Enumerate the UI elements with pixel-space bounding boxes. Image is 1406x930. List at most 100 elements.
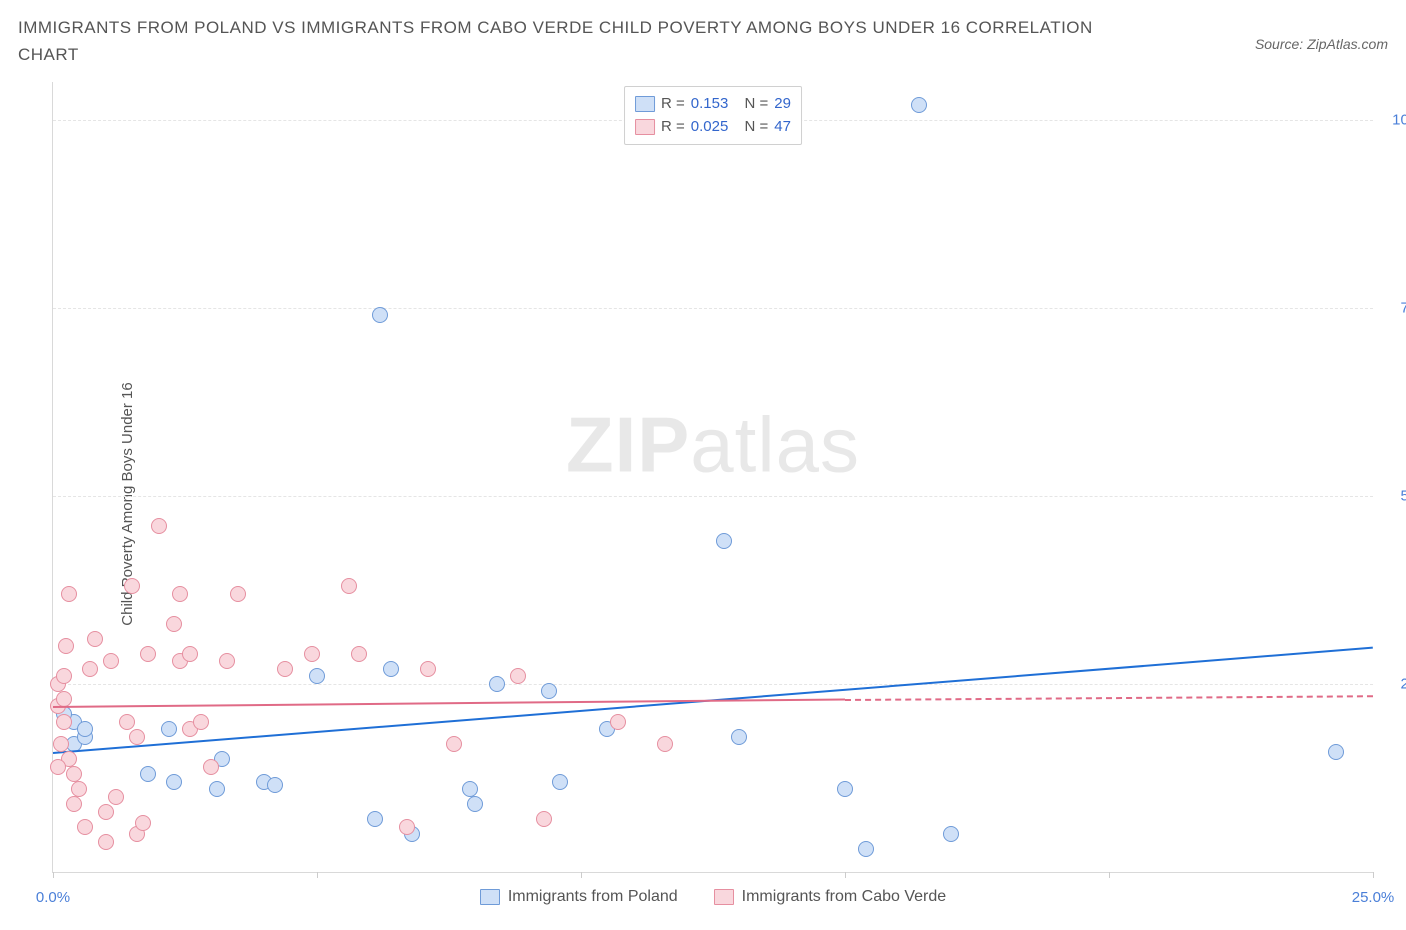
data-point-caboverde bbox=[98, 834, 114, 850]
legend-n-value: 29 bbox=[774, 93, 791, 116]
source-name: ZipAtlas.com bbox=[1307, 36, 1388, 52]
data-point-caboverde bbox=[135, 815, 151, 831]
data-point-caboverde bbox=[657, 736, 673, 752]
gridline bbox=[53, 496, 1373, 497]
data-point-caboverde bbox=[103, 653, 119, 669]
legend-swatch bbox=[480, 889, 500, 905]
watermark-light: atlas bbox=[690, 401, 860, 489]
data-point-caboverde bbox=[399, 819, 415, 835]
data-point-caboverde bbox=[341, 578, 357, 594]
data-point-caboverde bbox=[61, 586, 77, 602]
data-point-poland bbox=[467, 796, 483, 812]
data-point-poland bbox=[716, 533, 732, 549]
data-point-caboverde bbox=[119, 714, 135, 730]
data-point-caboverde bbox=[56, 691, 72, 707]
x-tick bbox=[317, 872, 318, 878]
legend-series-item-poland: Immigrants from Poland bbox=[480, 888, 678, 906]
data-point-poland bbox=[858, 841, 874, 857]
legend-n-value: 47 bbox=[774, 116, 791, 139]
data-point-caboverde bbox=[77, 819, 93, 835]
legend-n-label: N = bbox=[745, 116, 769, 139]
legend-swatch bbox=[635, 119, 655, 135]
x-tick bbox=[53, 872, 54, 878]
chart-container: Child Poverty Among Boys Under 16 ZIPatl… bbox=[0, 78, 1406, 930]
data-point-poland bbox=[911, 97, 927, 113]
x-tick bbox=[581, 872, 582, 878]
data-point-caboverde bbox=[182, 646, 198, 662]
data-point-caboverde bbox=[56, 714, 72, 730]
chart-title: IMMIGRANTS FROM POLAND VS IMMIGRANTS FRO… bbox=[18, 14, 1118, 68]
y-tick-label: 25.0% bbox=[1383, 675, 1406, 692]
watermark: ZIPatlas bbox=[566, 400, 860, 491]
data-point-caboverde bbox=[71, 781, 87, 797]
data-point-poland bbox=[731, 729, 747, 745]
data-point-caboverde bbox=[172, 586, 188, 602]
data-point-caboverde bbox=[151, 518, 167, 534]
legend-n-label: N = bbox=[745, 93, 769, 116]
legend-series-label: Immigrants from Poland bbox=[508, 888, 678, 906]
data-point-caboverde bbox=[277, 661, 293, 677]
y-tick-label: 100.0% bbox=[1383, 111, 1406, 128]
data-point-caboverde bbox=[219, 653, 235, 669]
data-point-poland bbox=[77, 721, 93, 737]
data-point-caboverde bbox=[140, 646, 156, 662]
data-point-poland bbox=[1328, 744, 1344, 760]
data-point-poland bbox=[552, 774, 568, 790]
data-point-caboverde bbox=[230, 586, 246, 602]
plot-area: ZIPatlas 25.0%50.0%75.0%100.0%0.0%25.0%R… bbox=[52, 82, 1373, 873]
data-point-poland bbox=[166, 774, 182, 790]
data-point-caboverde bbox=[510, 668, 526, 684]
trendline bbox=[53, 699, 845, 709]
legend-r-label: R = bbox=[661, 93, 685, 116]
data-point-poland bbox=[309, 668, 325, 684]
source-prefix: Source: bbox=[1255, 36, 1307, 52]
data-point-caboverde bbox=[98, 804, 114, 820]
gridline bbox=[53, 684, 1373, 685]
data-point-caboverde bbox=[129, 729, 145, 745]
data-point-poland bbox=[140, 766, 156, 782]
data-point-poland bbox=[462, 781, 478, 797]
x-tick bbox=[845, 872, 846, 878]
legend-series-item-caboverde: Immigrants from Cabo Verde bbox=[714, 888, 947, 906]
data-point-caboverde bbox=[351, 646, 367, 662]
data-point-caboverde bbox=[56, 668, 72, 684]
data-point-caboverde bbox=[53, 736, 69, 752]
data-point-caboverde bbox=[124, 578, 140, 594]
legend-swatch bbox=[714, 889, 734, 905]
data-point-caboverde bbox=[446, 736, 462, 752]
legend-stats-row-caboverde: R = 0.025 N = 47 bbox=[635, 116, 791, 139]
data-point-caboverde bbox=[610, 714, 626, 730]
data-point-caboverde bbox=[203, 759, 219, 775]
legend-series: Immigrants from Poland Immigrants from Ca… bbox=[53, 888, 1373, 906]
legend-series-label: Immigrants from Cabo Verde bbox=[742, 888, 947, 906]
data-point-caboverde bbox=[87, 631, 103, 647]
y-tick-label: 75.0% bbox=[1383, 299, 1406, 316]
data-point-caboverde bbox=[66, 796, 82, 812]
data-point-poland bbox=[837, 781, 853, 797]
data-point-poland bbox=[367, 811, 383, 827]
y-tick-label: 50.0% bbox=[1383, 487, 1406, 504]
data-point-caboverde bbox=[420, 661, 436, 677]
x-tick bbox=[1109, 872, 1110, 878]
legend-r-value: 0.153 bbox=[691, 93, 729, 116]
data-point-caboverde bbox=[50, 759, 66, 775]
trendline-extension bbox=[845, 695, 1373, 701]
data-point-caboverde bbox=[108, 789, 124, 805]
data-point-caboverde bbox=[193, 714, 209, 730]
source-attribution: Source: ZipAtlas.com bbox=[1255, 14, 1388, 52]
data-point-caboverde bbox=[58, 638, 74, 654]
data-point-caboverde bbox=[66, 766, 82, 782]
data-point-poland bbox=[372, 307, 388, 323]
data-point-poland bbox=[161, 721, 177, 737]
data-point-caboverde bbox=[166, 616, 182, 632]
watermark-bold: ZIP bbox=[566, 401, 690, 489]
legend-stats: R = 0.153 N = 29R = 0.025 N = 47 bbox=[624, 86, 802, 145]
legend-r-label: R = bbox=[661, 116, 685, 139]
data-point-caboverde bbox=[304, 646, 320, 662]
data-point-caboverde bbox=[536, 811, 552, 827]
data-point-poland bbox=[267, 777, 283, 793]
data-point-poland bbox=[383, 661, 399, 677]
legend-swatch bbox=[635, 96, 655, 112]
data-point-poland bbox=[541, 683, 557, 699]
gridline bbox=[53, 308, 1373, 309]
